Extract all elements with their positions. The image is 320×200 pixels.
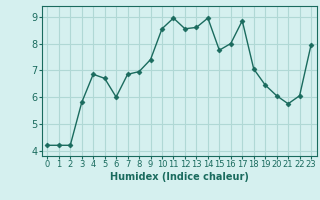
X-axis label: Humidex (Indice chaleur): Humidex (Indice chaleur) xyxy=(110,172,249,182)
